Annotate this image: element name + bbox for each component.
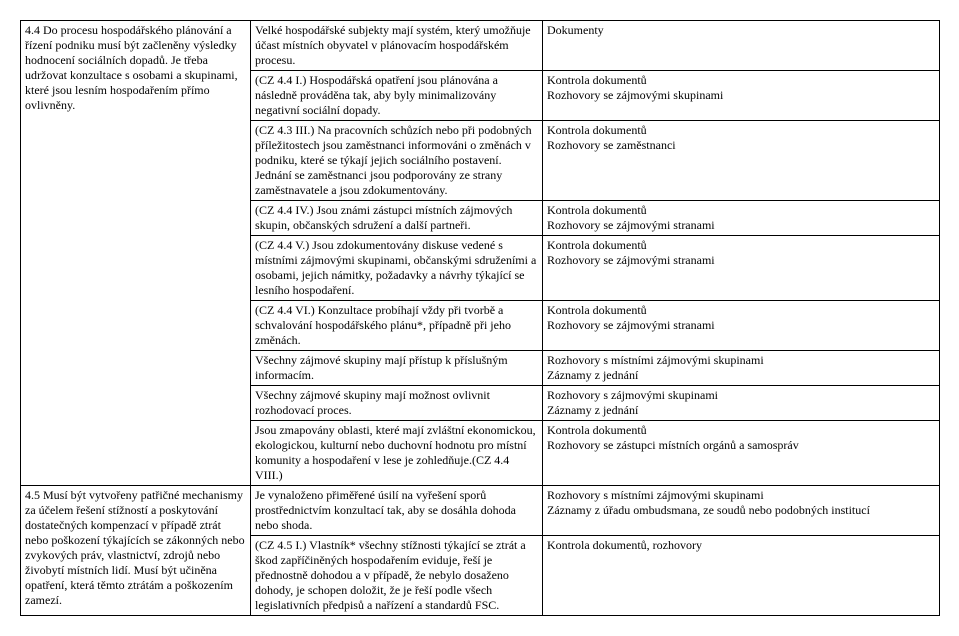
indicator-cell: (CZ 4.4 IV.) Jsou známi zástupci místníc… xyxy=(251,201,543,236)
verifier-cell: Rozhovory s místními zájmovými skupinami… xyxy=(543,486,940,536)
verifier-cell: Dokumenty xyxy=(543,21,940,71)
verifier-cell: Rozhovory s místními zájmovými skupinami… xyxy=(543,351,940,386)
verifier-cell: Rozhovory s zájmovými skupinamiZáznamy z… xyxy=(543,386,940,421)
indicator-cell: Všechny zájmové skupiny mají přístup k p… xyxy=(251,351,543,386)
indicator-cell: Velké hospodářské subjekty mají systém, … xyxy=(251,21,543,71)
verifier-cell: Kontrola dokumentůRozhovory se zástupci … xyxy=(543,421,940,486)
document-page: 4.4 Do procesu hospodářského plánování a… xyxy=(20,20,939,616)
indicator-cell: Je vynaloženo přiměřené úsilí na vyřešen… xyxy=(251,486,543,536)
indicator-cell: (CZ 4.4 V.) Jsou zdokumentovány diskuse … xyxy=(251,236,543,301)
indicator-cell: (CZ 4.3 III.) Na pracovních schůzích neb… xyxy=(251,121,543,201)
verifier-cell: Kontrola dokumentůRozhovory se zájmovými… xyxy=(543,201,940,236)
verifier-cell: Kontrola dokumentůRozhovory se zájmovými… xyxy=(543,301,940,351)
verifier-cell: Kontrola dokumentů, rozhovory xyxy=(543,536,940,616)
indicator-cell: (CZ 4.5 I.) Vlastník* všechny stížnosti … xyxy=(251,536,543,616)
indicator-cell: (CZ 4.4 I.) Hospodářská opatření jsou pl… xyxy=(251,71,543,121)
verifier-cell: Kontrola dokumentůRozhovory se zájmovými… xyxy=(543,71,940,121)
indicator-cell: Všechny zájmové skupiny mají možnost ovl… xyxy=(251,386,543,421)
criterion-44-cell: 4.4 Do procesu hospodářského plánování a… xyxy=(21,21,251,486)
verifier-cell: Kontrola dokumentůRozhovory se zájmovými… xyxy=(543,236,940,301)
criterion-45-cell: 4.5 Musí být vytvořeny patřičné mechanis… xyxy=(21,486,251,616)
verifier-cell: Kontrola dokumentůRozhovory se zaměstnan… xyxy=(543,121,940,201)
table-row: 4.5 Musí být vytvořeny patřičné mechanis… xyxy=(21,486,940,536)
indicator-cell: Jsou zmapovány oblasti, které mají zvláš… xyxy=(251,421,543,486)
criteria-table: 4.4 Do procesu hospodářského plánování a… xyxy=(20,20,940,616)
indicator-cell: (CZ 4.4 VI.) Konzultace probíhají vždy p… xyxy=(251,301,543,351)
table-row: 4.4 Do procesu hospodářského plánování a… xyxy=(21,21,940,71)
